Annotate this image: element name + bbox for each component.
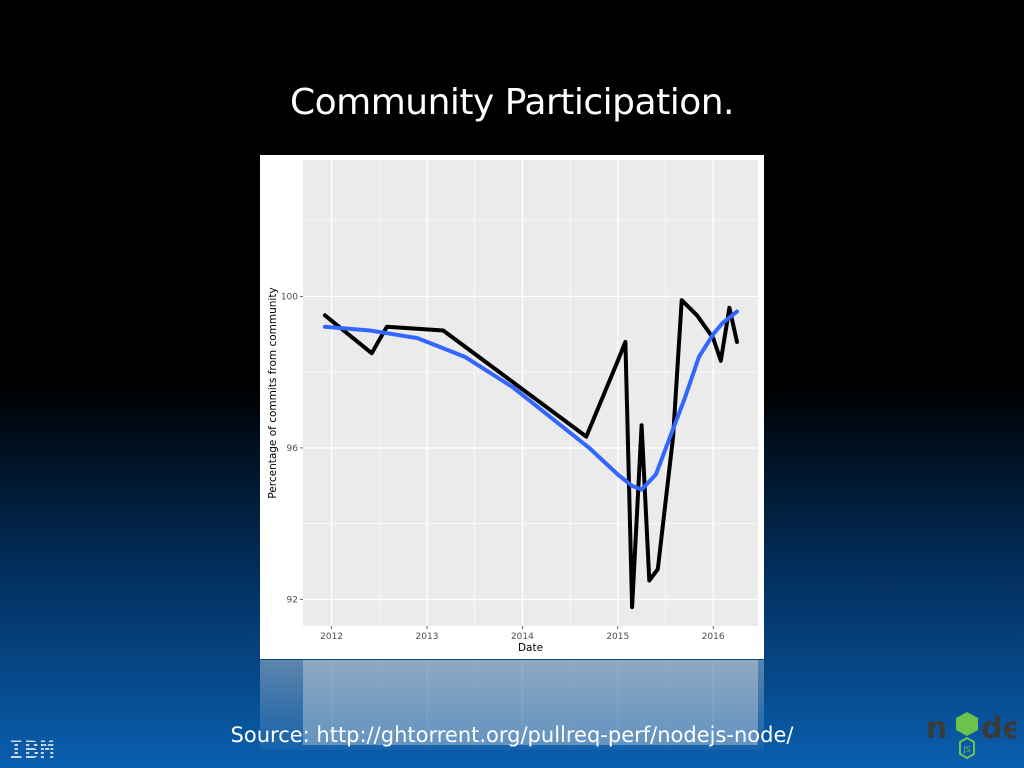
slide-title: Community Participation. <box>290 82 734 123</box>
x-tick-label: 2016 <box>702 632 725 642</box>
x-tick-label: 2014 <box>511 632 534 642</box>
svg-text:JS: JS <box>962 745 970 754</box>
svg-text:n: n <box>926 711 947 746</box>
y-tick-label: 100 <box>281 292 298 302</box>
chart-reflection-svg: 201220132014201520169296100DatePercentag… <box>303 660 758 745</box>
chart-svg: 2012 2013 2014 2015 2016 92 96 100 Date Percentag… <box>267 160 758 654</box>
x-tick-label: 2012 <box>320 632 343 642</box>
chart-card: 2012 2013 2014 2015 2016 92 96 100 Date Percentag… <box>260 155 764 659</box>
source-caption[interactable]: Source: http://ghtorrent.org/pullreq-per… <box>230 723 794 747</box>
x-axis-label: Date <box>518 642 543 654</box>
x-tick-label: 2015 <box>606 632 629 642</box>
x-tick-label: 2013 <box>416 632 439 642</box>
svg-text:de: de <box>981 711 1016 746</box>
ibm-logo: IBM <box>9 736 56 764</box>
commit-percentage-line <box>322 298 739 610</box>
y-tick-label: 96 <box>287 444 299 454</box>
smoothed-trend-line <box>322 309 739 492</box>
chart-reflection: 201220132014201520169296100DatePercentag… <box>260 660 764 750</box>
y-axis-label: Percentage of commits from community <box>267 287 279 498</box>
nodejs-logo: n de JS <box>926 711 1016 760</box>
y-tick-label: 92 <box>287 595 298 605</box>
